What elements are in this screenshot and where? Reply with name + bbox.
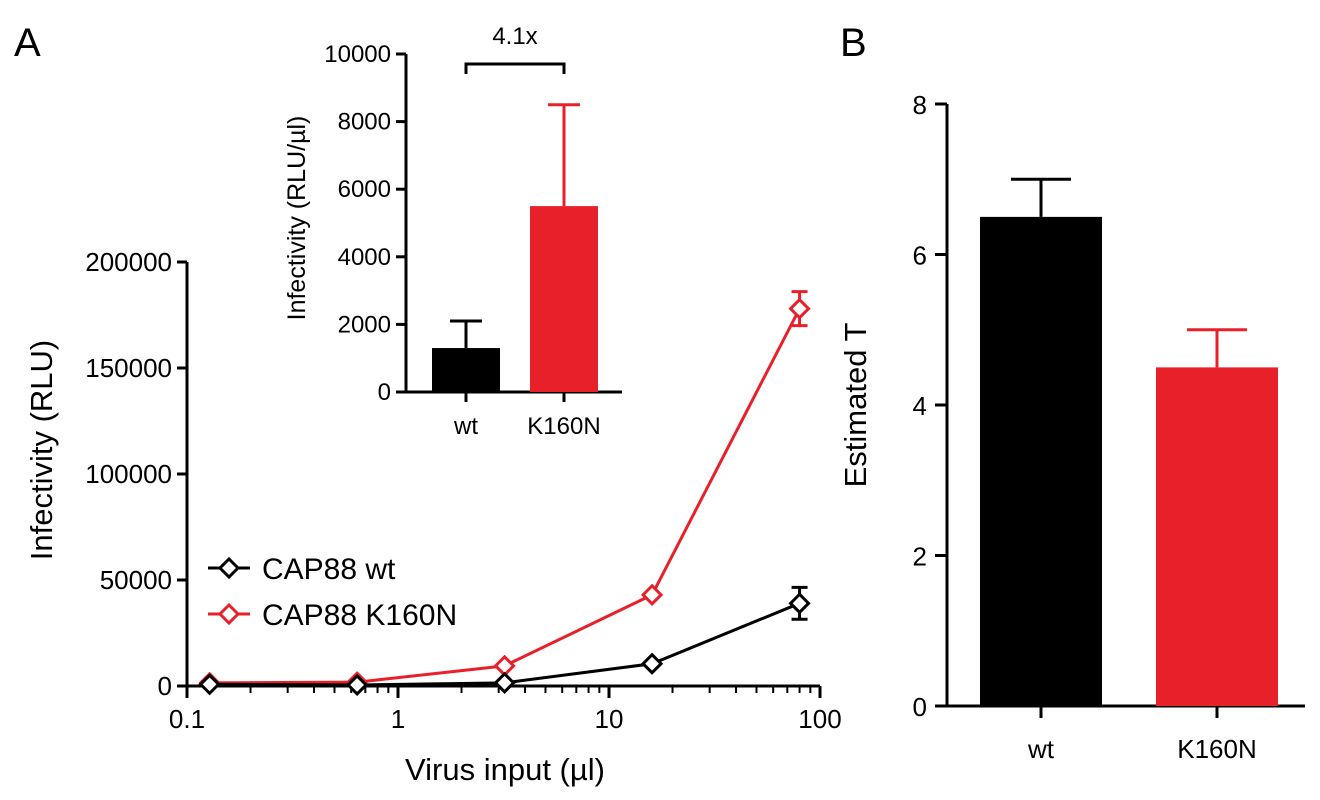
data-point-diamond (493, 671, 516, 694)
a-inset-y-tick-label: 0 (378, 379, 391, 406)
legend-marker (217, 602, 241, 626)
a-main-x-tick-label: 1 (391, 704, 405, 734)
a-main-x-tick-label: 100 (798, 704, 841, 734)
b-x-tick-label: K160N (1177, 734, 1257, 764)
inset-bar-wt (432, 348, 500, 392)
panel-letter-a: A (14, 21, 41, 65)
a-main-y-axis-title: Infectivity (RLU) (24, 340, 59, 560)
b-y-tick-label: 2 (913, 542, 927, 572)
a-main-y-tick-label: 200000 (85, 247, 172, 277)
data-point-diamond (640, 583, 664, 606)
b-y-axis-title: Estimated T (838, 323, 873, 488)
data-point-diamond (640, 652, 664, 675)
infectivity-per-ul-inset-bar-chart: 0 2000 4000 6000 8000 10000 wt K160N 4.1x Infe… (283, 23, 622, 440)
b-bar-wt (980, 216, 1102, 706)
b-y-tick-label: 0 (913, 692, 927, 722)
a-main-y-tick-label: 50000 (100, 565, 172, 595)
legend-marker (217, 556, 241, 580)
a-main-y-tick-label: 0 (158, 671, 172, 701)
b-bar-k160n (1156, 367, 1278, 706)
panel-letter-b: B (840, 21, 867, 65)
data-point-diamond (788, 297, 811, 320)
significance-bracket (464, 62, 566, 74)
inset-x-tick-label: K160N (527, 413, 600, 440)
a-inset-y-tick-label: 2000 (338, 311, 391, 338)
a-main-x-tick-label: 0.1 (169, 704, 205, 734)
b-y-tick-label: 4 (913, 391, 927, 421)
b-y-tick-label: 6 (913, 241, 927, 271)
inset-x-tick-label: wt (453, 413, 478, 440)
a-inset-y-tick-label: 10000 (324, 41, 391, 68)
a-main-y-tick-label: 100000 (85, 459, 172, 489)
infectivity-line-chart: 0 50000 100000 150000 200000 0.1 1 10 100 Virus… (24, 247, 842, 787)
data-point-diamond (345, 673, 369, 697)
inset-bar-k160n (530, 206, 598, 392)
data-point-diamond (788, 592, 811, 615)
a-inset-y-axis-title: Infectivity (RLU/µl) (283, 116, 311, 321)
a-main-x-tick-label: 10 (595, 704, 624, 734)
b-y-tick-label: 8 (913, 90, 927, 120)
a-main-x-axis-title: Virus input (µl) (405, 752, 605, 787)
estimated-t-bar-chart: 0 2 4 6 8 wt K160N Estimated T (838, 90, 1305, 764)
b-x-tick-label: wt (1027, 734, 1055, 764)
a-inset-y-tick-label: 6000 (338, 176, 391, 203)
data-point-diamond (198, 673, 221, 696)
legend-label: CAP88 wt (262, 553, 396, 586)
a-main-y-tick-label: 150000 (85, 353, 172, 383)
fold-change-annotation: 4.1x (492, 23, 537, 50)
a-inset-y-tick-label: 8000 (338, 109, 391, 136)
legend-label: CAP88 K160N (262, 599, 457, 632)
a-inset-y-tick-label: 4000 (338, 244, 391, 271)
legend: CAP88 wt CAP88 K160N (208, 553, 457, 632)
